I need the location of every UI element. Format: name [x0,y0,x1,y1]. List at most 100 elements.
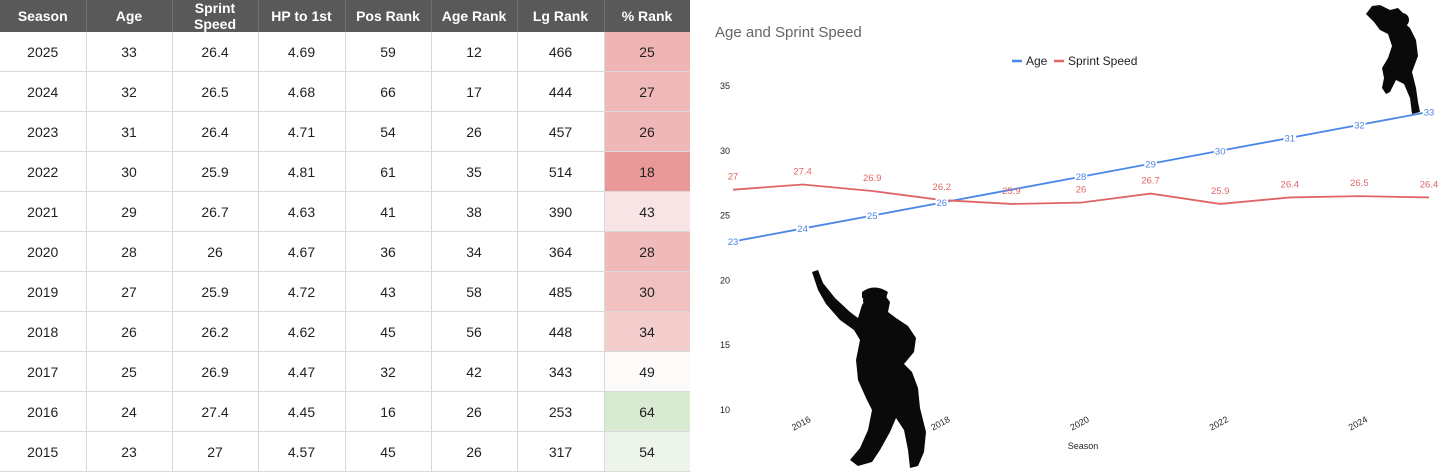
table-cell: 18 [604,151,690,192]
table-cell: 23 [86,431,173,472]
sprint-speed-data-label: 25.9 [1002,186,1021,197]
sprint-speed-data-label: 26.5 [1350,178,1369,189]
table-cell: 26.9 [172,351,259,392]
table-cell: 45 [345,431,432,472]
table-cell: 2017 [0,351,87,392]
age-data-label: 23 [728,237,739,248]
table-cell: 26 [604,111,690,152]
sprint-speed-data-label: 26.7 [1141,176,1160,187]
table-cell: 42 [431,351,518,392]
chart-legend: Age Sprint Speed [1012,54,1137,68]
table-row: 2016 24 27.4 4.45 16 26 253 64 [0,391,690,432]
table-cell: 58 [431,271,518,312]
table-cell: 4.63 [258,191,346,232]
age-data-label: 28 [1076,172,1087,183]
celebrating-player-silhouette [1366,5,1420,114]
table-cell: 29 [86,191,173,232]
table-cell: 514 [517,151,605,192]
table-row: 2019 27 25.9 4.72 43 58 485 30 [0,271,690,312]
table-cell: 26.2 [172,311,259,352]
table-cell: 390 [517,191,605,232]
table-cell: 2019 [0,271,87,312]
table-row: 2023 31 26.4 4.71 54 26 457 26 [0,111,690,152]
sprint-speed-data-label: 26 [1076,185,1087,196]
table-body: 2025 33 26.4 4.69 59 12 466 25 2024 32 26.5 4.68 66 1… [0,32,690,472]
legend-sprint-speed-label: Sprint Speed [1068,54,1137,68]
pointing-player-silhouette [812,270,926,468]
table-cell: 66 [345,71,432,112]
y-tick-label: 20 [720,275,730,285]
line-chart: Age and Sprint Speed Age Sprint Speed 10… [715,5,1438,468]
data-label-background [865,211,879,223]
table-row: 2020 28 26 4.67 36 34 364 28 [0,231,690,272]
table-cell: 4.69 [258,32,346,72]
table-cell: 38 [431,191,518,232]
table-cell: 26 [431,391,518,432]
table-cell: 24 [86,391,173,432]
age-data-label: 24 [797,224,808,235]
x-tick-label: 2024 [1347,414,1369,432]
table-cell: 54 [345,111,432,152]
age-data-label: 26 [937,198,948,209]
y-tick-label: 10 [720,405,730,415]
age-data-label: 25 [867,211,878,222]
x-axis-title: Season [1068,441,1099,451]
table-cell: 26.4 [172,32,259,72]
table-row: 2024 32 26.5 4.68 66 17 444 27 [0,71,690,112]
table-cell: 17 [431,71,518,112]
table-cell: 25 [604,32,690,72]
table-cell: 2022 [0,151,87,192]
table-cell: 253 [517,391,605,432]
age-data-label: 33 [1424,107,1435,118]
table-cell: 448 [517,311,605,352]
table-cell: 25.9 [172,271,259,312]
age-data-label: 29 [1145,159,1156,170]
table-cell: 45 [345,311,432,352]
data-label-background [1074,172,1088,184]
table-cell: 2018 [0,311,87,352]
sprint-speed-data-label: 27 [728,172,739,183]
table-cell: 4.81 [258,151,346,192]
age-data-label: 30 [1215,146,1226,157]
table-cell: 25 [86,351,173,392]
table-cell: 16 [345,391,432,432]
sprint-speed-series-line [732,183,1430,205]
table-cell: 457 [517,111,605,152]
table-header-row: Season Age Sprint Speed HP to 1st Pos Rank Ag… [0,0,690,32]
table-cell: 2024 [0,71,87,112]
table-cell: 27 [86,271,173,312]
stats-table-panel: Season Age Sprint Speed HP to 1st Pos Rank Ag… [0,0,690,472]
table-cell: 4.57 [258,431,346,472]
table-cell: 317 [517,431,605,472]
data-label-background [1422,107,1436,119]
x-tick-label: 2020 [1068,414,1090,432]
sprint-speed-data-label: 26.9 [863,173,882,184]
table-cell: 4.47 [258,351,346,392]
y-axis-ticks: 10 15 20 25 30 35 [720,81,730,415]
table-cell: 31 [86,111,173,152]
x-tick-label: 2016 [790,414,812,432]
table-cell: 2021 [0,191,87,232]
table-cell: 485 [517,271,605,312]
y-tick-label: 30 [720,146,730,156]
column-header: Lg Rank [517,0,605,32]
table-cell: 30 [604,271,690,312]
column-header: % Rank [604,0,690,32]
age-data-label: 32 [1354,120,1365,131]
table-cell: 4.45 [258,391,346,432]
table-cell: 61 [345,151,432,192]
table-cell: 56 [431,311,518,352]
column-header: Sprint Speed [172,0,259,32]
table-cell: 26.5 [172,71,259,112]
sprint-speed-data-label: 26.4 [1281,179,1300,190]
table-cell: 34 [604,311,690,352]
stats-table: Season Age Sprint Speed HP to 1st Pos Rank Ag… [0,0,690,472]
table-cell: 43 [345,271,432,312]
table-cell: 27.4 [172,391,259,432]
table-cell: 26 [86,311,173,352]
sprint-speed-data-label: 25.9 [1211,186,1230,197]
table-cell: 2015 [0,431,87,472]
sprint-speed-data-label: 26.2 [933,182,952,193]
x-tick-label: 2018 [929,414,951,432]
data-label-background [935,198,949,210]
